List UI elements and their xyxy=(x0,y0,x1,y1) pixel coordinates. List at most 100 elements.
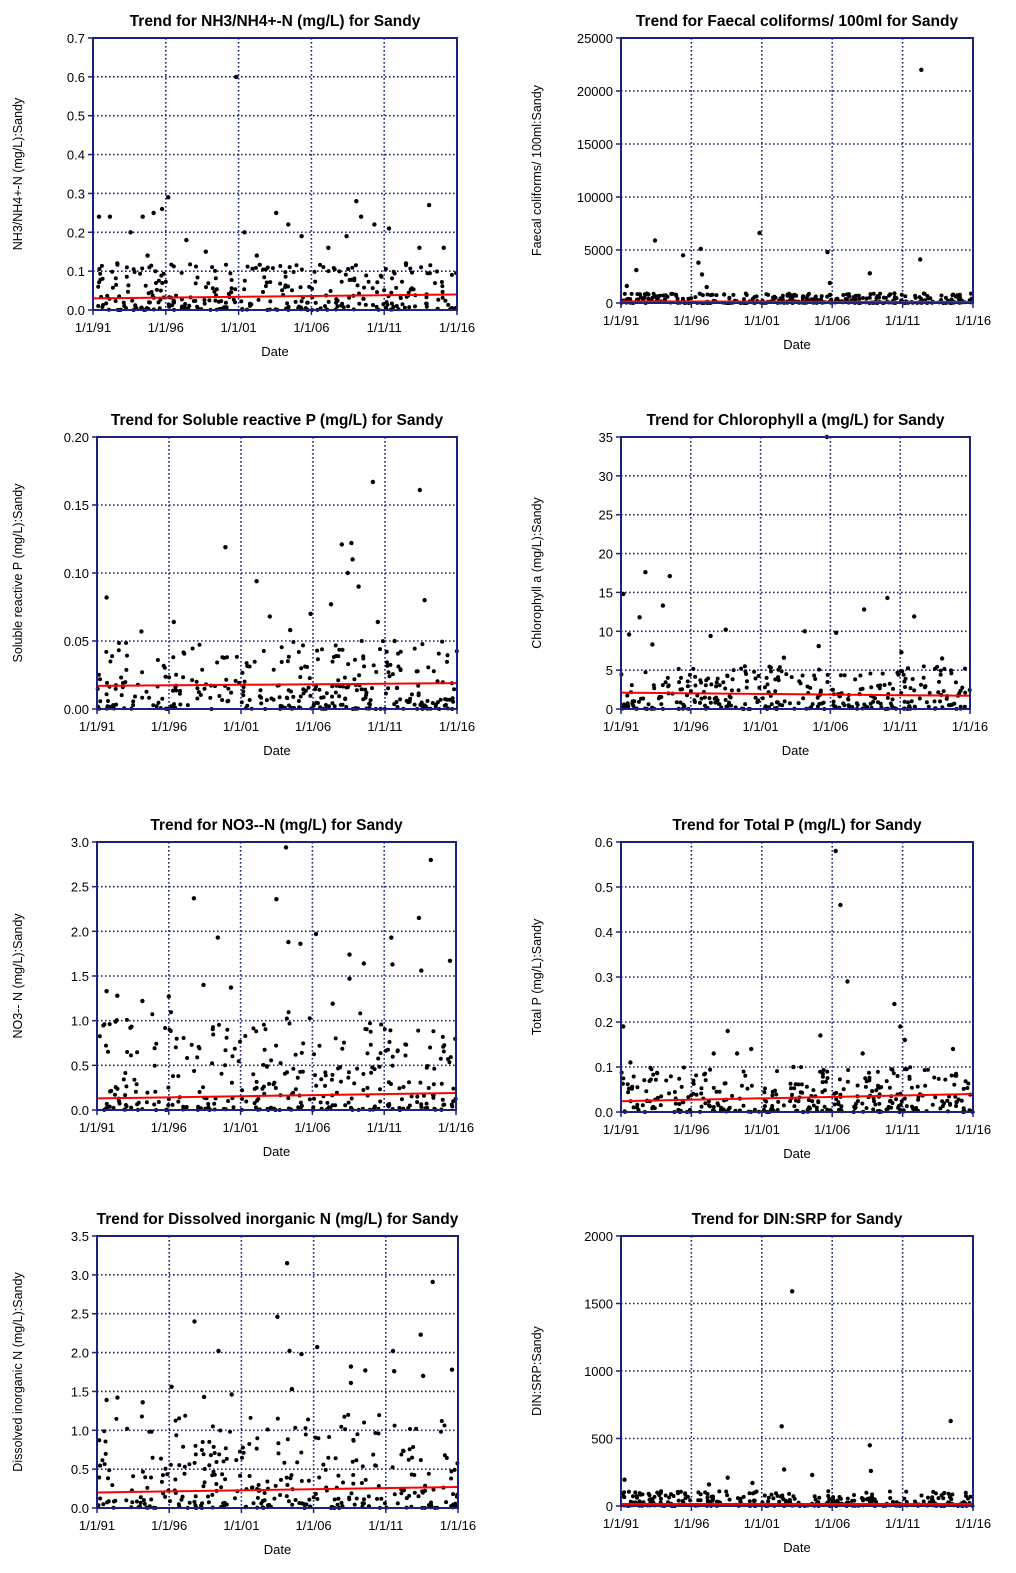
data-point xyxy=(825,249,830,255)
data-point xyxy=(249,302,254,307)
data-point xyxy=(224,677,229,682)
data-point xyxy=(173,1045,178,1050)
data-point xyxy=(361,961,366,966)
data-point xyxy=(446,1057,450,1062)
data-point xyxy=(224,1035,229,1040)
y-tick-label: 0.0 xyxy=(71,1103,89,1118)
data-point xyxy=(953,680,958,685)
data-point xyxy=(182,1464,187,1469)
data-point xyxy=(448,1055,453,1060)
data-point xyxy=(183,1413,188,1418)
data-point xyxy=(375,1496,379,1501)
data-point xyxy=(630,701,635,706)
data-point xyxy=(307,1097,312,1102)
data-point xyxy=(954,1099,959,1104)
data-point xyxy=(729,688,734,693)
data-point xyxy=(119,675,124,680)
data-point xyxy=(140,214,145,219)
data-point xyxy=(416,693,421,698)
data-point xyxy=(323,1073,328,1078)
data-point xyxy=(907,1074,912,1079)
data-point xyxy=(963,1079,968,1084)
data-point xyxy=(842,673,847,678)
data-point xyxy=(390,1465,395,1470)
data-point xyxy=(913,293,918,298)
data-point xyxy=(333,1456,338,1461)
data-point xyxy=(225,699,230,704)
data-point xyxy=(330,701,335,706)
data-point xyxy=(213,276,218,281)
data-point xyxy=(210,1424,215,1429)
data-point xyxy=(714,1089,719,1094)
data-point xyxy=(104,1101,109,1106)
data-point xyxy=(172,702,176,707)
data-point xyxy=(864,704,869,709)
data-point xyxy=(198,693,203,697)
data-point xyxy=(749,1083,754,1088)
data-point xyxy=(761,1107,766,1112)
data-point xyxy=(406,1457,411,1462)
data-point xyxy=(392,1423,397,1428)
data-point xyxy=(353,263,358,268)
data-point xyxy=(665,675,670,680)
data-point xyxy=(359,687,364,692)
x-axis-label: Date xyxy=(263,743,290,758)
data-point xyxy=(301,691,306,696)
data-point xyxy=(813,677,818,681)
data-point xyxy=(386,686,391,691)
data-point xyxy=(343,696,348,701)
data-point xyxy=(790,1092,794,1097)
data-point xyxy=(449,1102,454,1107)
trend-line xyxy=(96,1092,457,1100)
data-point xyxy=(327,1435,332,1439)
data-point xyxy=(629,291,634,296)
data-point xyxy=(355,1432,360,1437)
data-point xyxy=(896,1105,901,1110)
data-point xyxy=(696,260,701,265)
data-point xyxy=(442,1423,447,1428)
data-point xyxy=(158,297,163,302)
data-point xyxy=(363,695,368,700)
data-point xyxy=(798,681,803,686)
x-tick-label: 1/1/96 xyxy=(673,313,709,328)
data-point xyxy=(780,293,785,298)
data-point xyxy=(424,1065,429,1070)
data-point xyxy=(921,675,926,680)
data-point xyxy=(108,659,113,664)
data-point xyxy=(330,694,334,699)
data-point xyxy=(436,651,441,656)
data-point xyxy=(313,687,318,692)
data-point xyxy=(756,673,761,678)
data-point xyxy=(957,691,962,695)
data-point xyxy=(869,685,874,690)
data-point xyxy=(354,199,359,204)
data-point xyxy=(801,696,806,701)
data-point xyxy=(133,304,138,309)
data-point xyxy=(946,1491,951,1496)
data-point xyxy=(680,1100,685,1105)
data-point xyxy=(622,291,627,296)
data-point xyxy=(343,272,348,277)
data-point xyxy=(961,1086,966,1091)
data-point xyxy=(420,1373,426,1379)
data-point xyxy=(177,1416,182,1421)
data-point xyxy=(937,679,941,684)
data-point xyxy=(111,1105,116,1110)
data-point xyxy=(382,1027,387,1032)
data-point xyxy=(317,687,322,692)
data-point xyxy=(956,297,961,302)
data-point xyxy=(362,1501,366,1506)
data-point xyxy=(114,282,119,287)
data-point xyxy=(126,289,130,294)
x-tick-label: 1/1/96 xyxy=(151,1518,187,1533)
data-point xyxy=(864,296,869,301)
data-point xyxy=(449,272,454,277)
data-point xyxy=(106,1049,110,1054)
data-point xyxy=(365,1051,370,1056)
data-point xyxy=(187,1500,192,1505)
y-tick-label: 35 xyxy=(599,430,613,445)
data-point xyxy=(723,627,728,632)
data-point xyxy=(347,976,352,981)
data-point xyxy=(376,1056,381,1061)
data-point xyxy=(271,667,276,672)
